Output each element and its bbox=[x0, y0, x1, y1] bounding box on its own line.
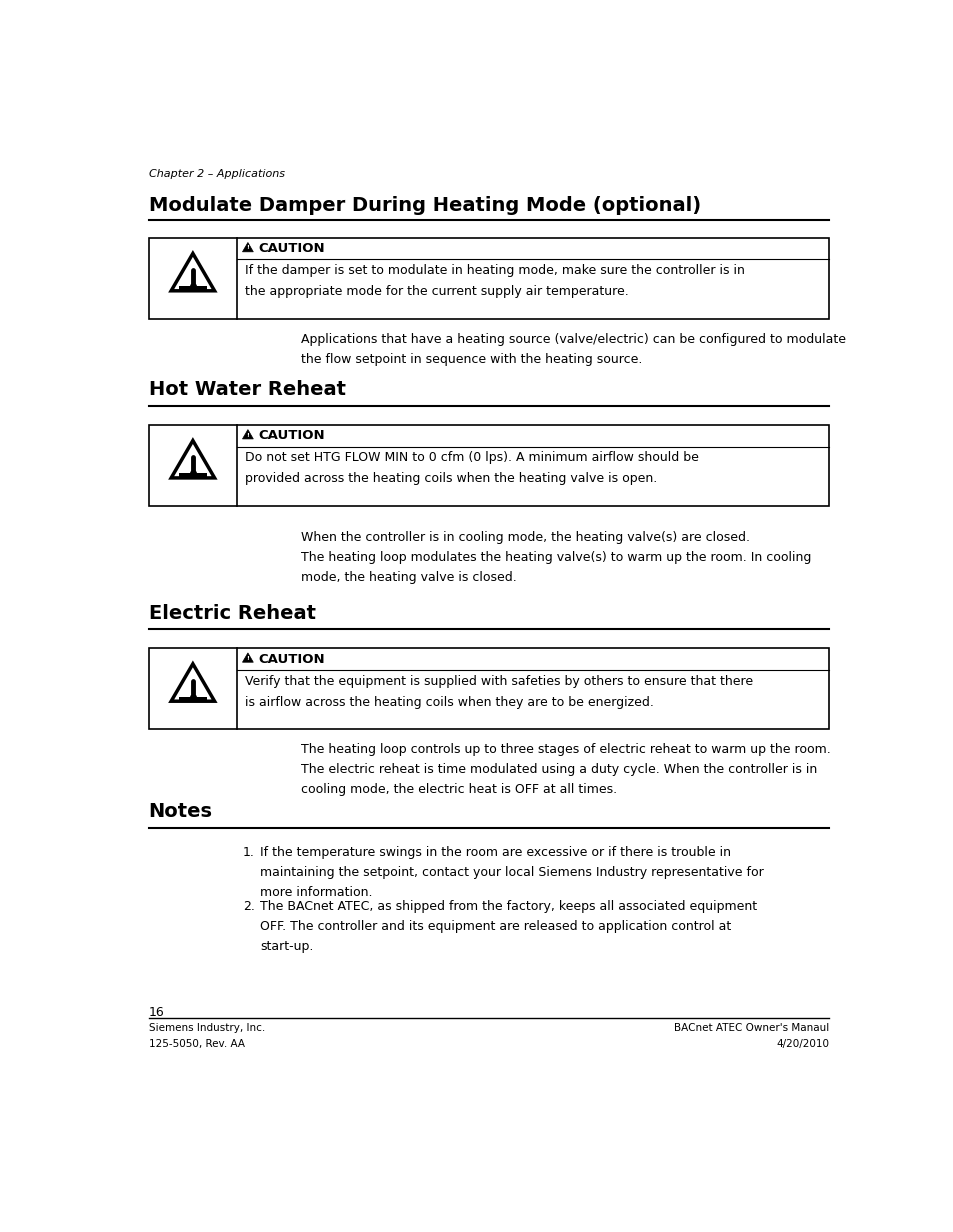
Polygon shape bbox=[242, 430, 253, 439]
Polygon shape bbox=[242, 243, 253, 251]
Text: Do not set HTG FLOW MIN to 0 cfm (0 lps). A minimum airflow should be
provided a: Do not set HTG FLOW MIN to 0 cfm (0 lps)… bbox=[245, 451, 698, 485]
Text: Notes: Notes bbox=[149, 802, 213, 822]
Text: If the temperature swings in the room are excessive or if there is trouble in
ma: If the temperature swings in the room ar… bbox=[260, 846, 763, 899]
Text: CAUTION: CAUTION bbox=[257, 429, 324, 442]
Text: Chapter 2 – Applications: Chapter 2 – Applications bbox=[149, 169, 284, 179]
Text: Siemens Industry, Inc.: Siemens Industry, Inc. bbox=[149, 1024, 265, 1034]
Polygon shape bbox=[171, 254, 214, 291]
Text: Modulate Damper During Heating Mode (optional): Modulate Damper During Heating Mode (opt… bbox=[149, 196, 700, 214]
Text: When the controller is in cooling mode, the heating valve(s) are closed.: When the controller is in cooling mode, … bbox=[301, 531, 750, 543]
Polygon shape bbox=[242, 653, 253, 663]
Text: !: ! bbox=[246, 655, 249, 660]
Text: The BACnet ATEC, as shipped from the factory, keeps all associated equipment
OFF: The BACnet ATEC, as shipped from the fac… bbox=[260, 901, 757, 954]
Text: !: ! bbox=[246, 245, 249, 250]
Text: CAUTION: CAUTION bbox=[257, 243, 324, 255]
Text: Electric Reheat: Electric Reheat bbox=[149, 604, 315, 622]
Polygon shape bbox=[171, 441, 214, 478]
Bar bbox=[178, 286, 207, 291]
Text: If the damper is set to modulate in heating mode, make sure the controller is in: If the damper is set to modulate in heat… bbox=[245, 264, 744, 298]
Text: The heating loop modulates the heating valve(s) to warm up the room. In cooling
: The heating loop modulates the heating v… bbox=[301, 551, 811, 584]
Bar bbox=[178, 473, 207, 478]
Text: The heating loop controls up to three stages of electric reheat to warm up the r: The heating loop controls up to three st… bbox=[301, 743, 830, 796]
Text: 125-5050, Rev. AA: 125-5050, Rev. AA bbox=[149, 1039, 244, 1048]
Text: 1.: 1. bbox=[243, 846, 254, 859]
Text: Verify that the equipment is supplied with safeties by others to ensure that the: Verify that the equipment is supplied wi… bbox=[245, 674, 752, 708]
Text: CAUTION: CAUTION bbox=[257, 653, 324, 665]
Text: 2.: 2. bbox=[243, 901, 254, 913]
Polygon shape bbox=[171, 664, 214, 701]
Text: Hot Water Reheat: Hot Water Reheat bbox=[149, 381, 345, 399]
Text: 16: 16 bbox=[149, 1005, 164, 1019]
Text: !: ! bbox=[246, 432, 249, 437]
Text: BACnet ATEC Owner's Manaul: BACnet ATEC Owner's Manaul bbox=[673, 1024, 828, 1034]
Bar bbox=[178, 697, 207, 701]
Text: Applications that have a heating source (valve/electric) can be configured to mo: Applications that have a heating source … bbox=[301, 333, 845, 366]
Text: 4/20/2010: 4/20/2010 bbox=[776, 1039, 828, 1048]
